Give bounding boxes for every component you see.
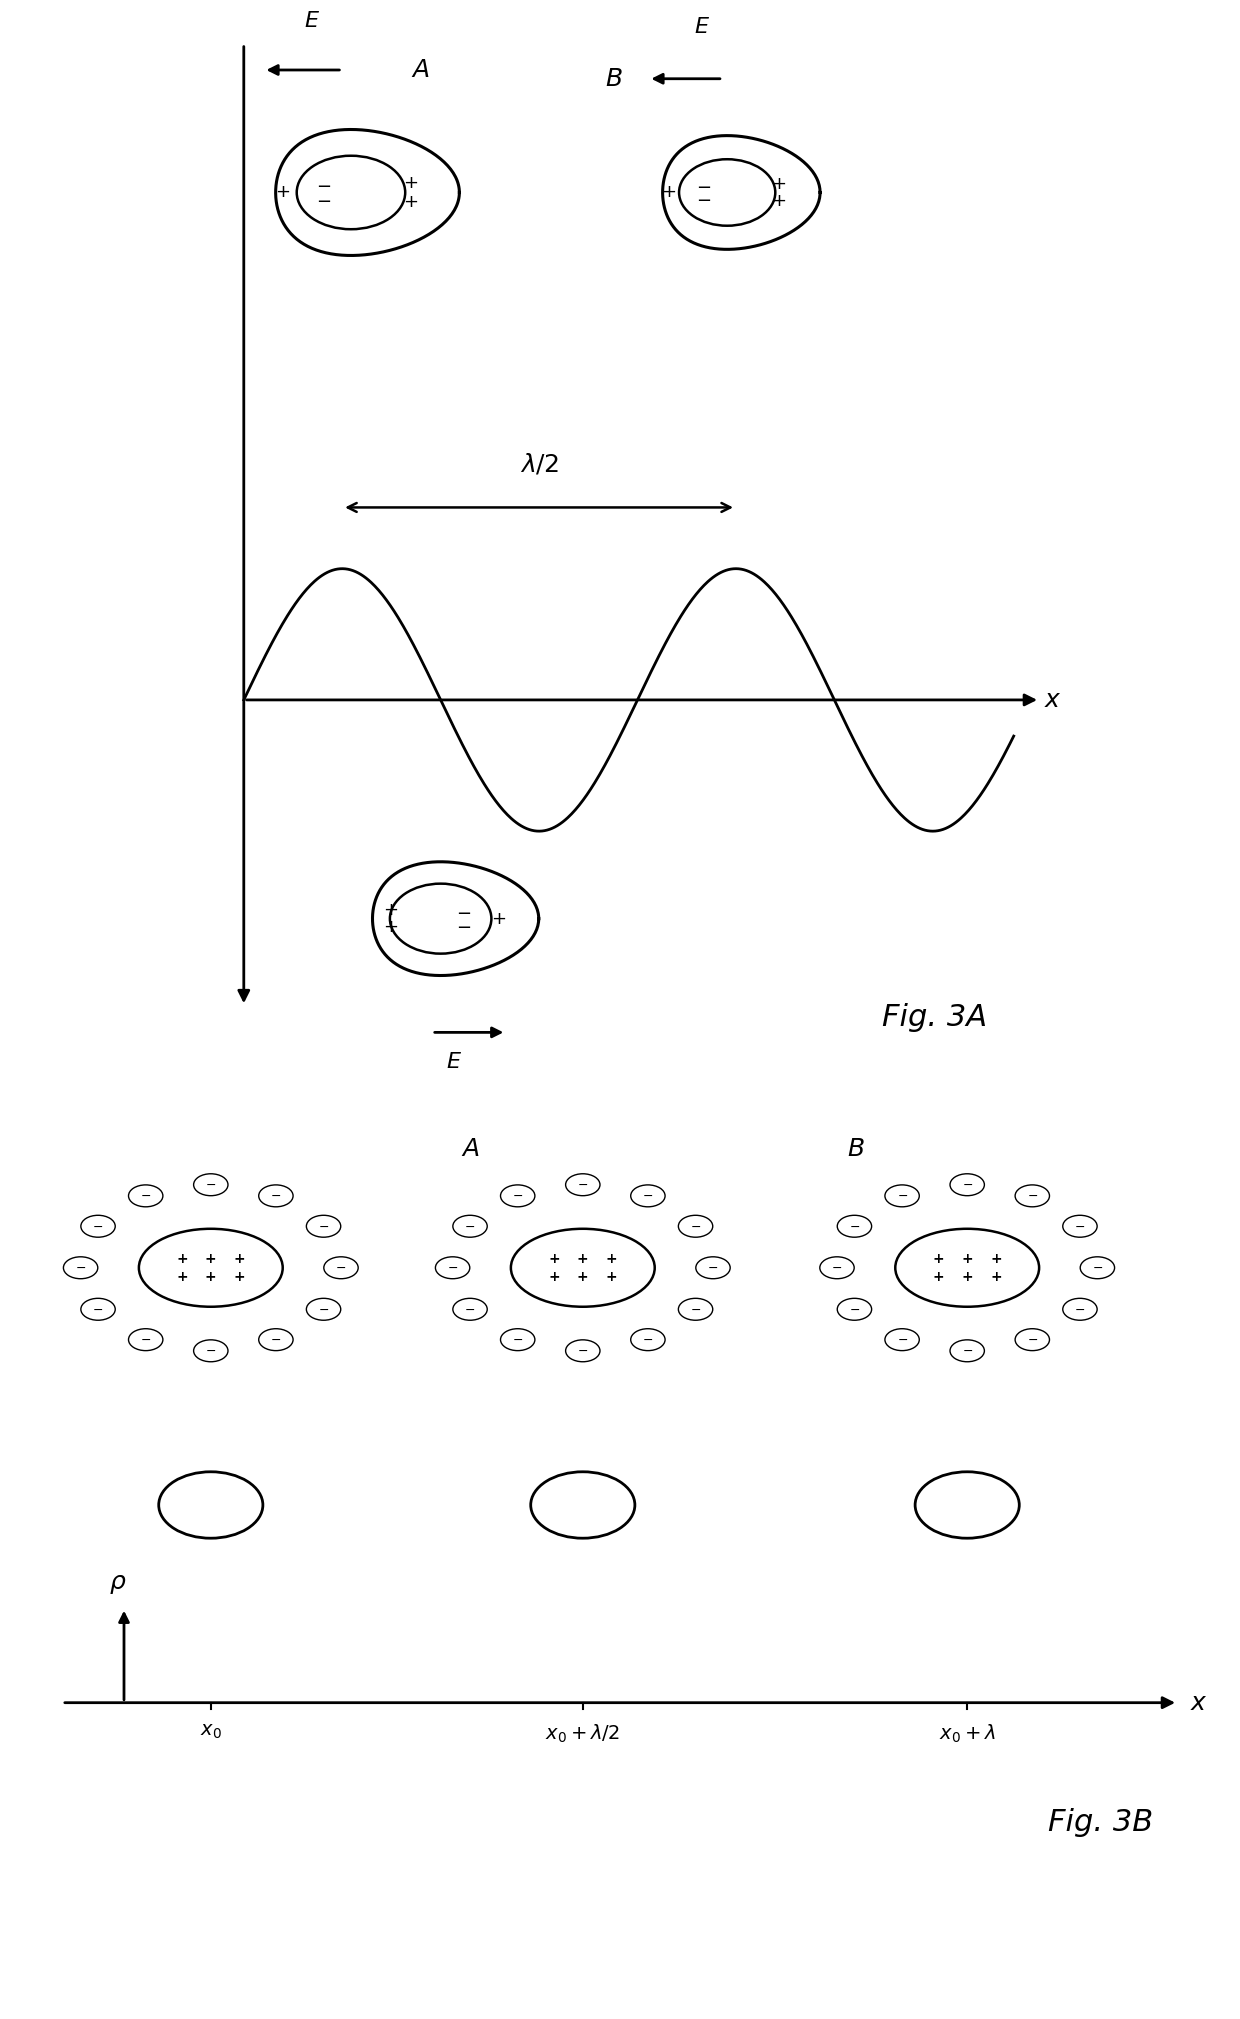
Text: $-$: $-$: [849, 1302, 861, 1316]
Text: +: +: [606, 1270, 618, 1284]
Text: $-$: $-$: [512, 1333, 523, 1347]
Text: $+$: $+$: [403, 192, 418, 210]
Text: $-$: $-$: [336, 1262, 346, 1274]
Text: $-$: $-$: [832, 1262, 842, 1274]
Text: $-$: $-$: [1027, 1189, 1038, 1203]
Text: $-$: $-$: [1074, 1219, 1085, 1234]
Text: $-$: $-$: [962, 1345, 972, 1357]
Text: E: E: [305, 10, 319, 30]
Text: $-$: $-$: [140, 1333, 151, 1347]
Text: +: +: [606, 1252, 618, 1266]
Text: +: +: [991, 1270, 1002, 1284]
Text: E: E: [446, 1052, 461, 1072]
Text: $-$: $-$: [76, 1262, 86, 1274]
Text: $x_0+\lambda$: $x_0+\lambda$: [939, 1722, 996, 1744]
Text: $-$: $-$: [897, 1189, 908, 1203]
Text: $-$: $-$: [206, 1179, 216, 1191]
Text: $-$: $-$: [93, 1219, 104, 1234]
Text: +: +: [234, 1252, 246, 1266]
Text: $-$: $-$: [317, 1219, 329, 1234]
Text: A: A: [413, 59, 429, 83]
Text: $x_0$: $x_0$: [200, 1722, 222, 1742]
Text: $-$: $-$: [696, 190, 711, 208]
Text: $+$: $+$: [383, 900, 398, 919]
Text: A: A: [463, 1137, 480, 1161]
Text: $-$: $-$: [689, 1219, 701, 1234]
Text: +: +: [205, 1252, 217, 1266]
Text: +: +: [205, 1270, 217, 1284]
Text: E: E: [694, 16, 708, 36]
Text: Fig. 3A: Fig. 3A: [883, 1003, 987, 1032]
Text: $-$: $-$: [849, 1219, 861, 1234]
Text: $-$: $-$: [465, 1219, 476, 1234]
Text: $+$: $+$: [383, 919, 398, 937]
Text: $-$: $-$: [465, 1302, 476, 1316]
Text: $+$: $+$: [403, 174, 418, 192]
Text: $-$: $-$: [1092, 1262, 1102, 1274]
Text: $+$: $+$: [274, 184, 290, 202]
Text: x: x: [1044, 688, 1059, 713]
Text: $-$: $-$: [962, 1179, 972, 1191]
Text: +: +: [991, 1252, 1002, 1266]
Text: B: B: [847, 1137, 864, 1161]
Text: $-$: $-$: [1074, 1302, 1085, 1316]
Text: +: +: [932, 1252, 944, 1266]
Text: +: +: [577, 1270, 589, 1284]
Text: $+$: $+$: [771, 192, 786, 210]
Text: $-$: $-$: [456, 917, 471, 935]
Text: x: x: [1190, 1690, 1205, 1714]
Text: $+$: $+$: [491, 911, 506, 927]
Text: +: +: [234, 1270, 246, 1284]
Text: +: +: [961, 1252, 973, 1266]
Text: +: +: [577, 1252, 589, 1266]
Text: $-$: $-$: [696, 178, 711, 194]
Text: $-$: $-$: [642, 1333, 653, 1347]
Text: $+$: $+$: [661, 184, 676, 202]
Text: $-$: $-$: [206, 1345, 216, 1357]
Text: +: +: [932, 1270, 944, 1284]
Text: $-$: $-$: [512, 1189, 523, 1203]
Text: +: +: [176, 1270, 187, 1284]
Text: $\rho$: $\rho$: [109, 1573, 126, 1595]
Text: +: +: [961, 1270, 973, 1284]
Text: $-$: $-$: [578, 1179, 588, 1191]
Text: $x_0+\lambda/2$: $x_0+\lambda/2$: [546, 1722, 620, 1744]
Text: +: +: [176, 1252, 187, 1266]
Text: $-$: $-$: [456, 902, 471, 921]
Text: $-$: $-$: [316, 176, 331, 194]
Text: $-$: $-$: [897, 1333, 908, 1347]
Text: +: +: [548, 1252, 559, 1266]
Text: $-$: $-$: [270, 1333, 281, 1347]
Text: $-$: $-$: [270, 1189, 281, 1203]
Text: $-$: $-$: [317, 1302, 329, 1316]
Text: +: +: [548, 1270, 559, 1284]
Text: $-$: $-$: [578, 1345, 588, 1357]
Text: $\lambda/2$: $\lambda/2$: [520, 452, 558, 476]
Text: B: B: [605, 67, 622, 91]
Text: $-$: $-$: [448, 1262, 458, 1274]
Text: $+$: $+$: [771, 176, 786, 194]
Text: $-$: $-$: [140, 1189, 151, 1203]
Text: $-$: $-$: [689, 1302, 701, 1316]
Text: $-$: $-$: [1027, 1333, 1038, 1347]
Text: $-$: $-$: [642, 1189, 653, 1203]
Text: $-$: $-$: [93, 1302, 104, 1316]
Text: Fig. 3B: Fig. 3B: [1048, 1809, 1153, 1837]
Text: $-$: $-$: [316, 192, 331, 208]
Text: $-$: $-$: [708, 1262, 718, 1274]
